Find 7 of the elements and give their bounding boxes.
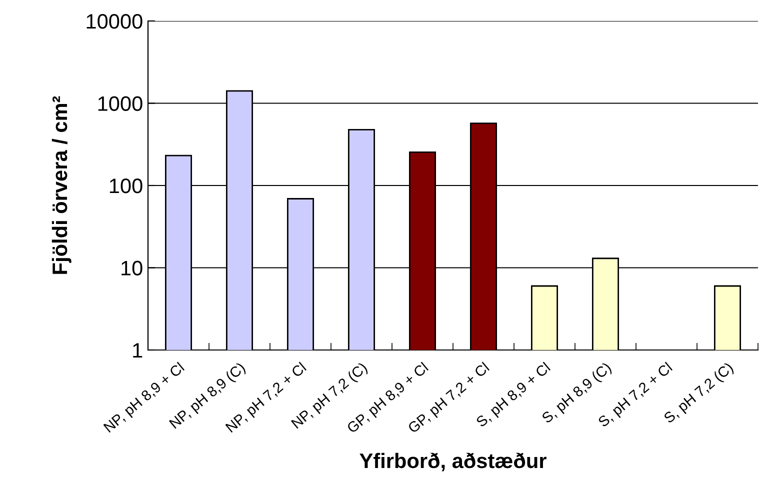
y-tick-label: 10000 <box>86 14 142 29</box>
y-tick-label: 1 <box>133 343 142 358</box>
y-axis-title: Fjöldi örvera / cm² <box>52 96 72 274</box>
y-tick-label: 100 <box>110 178 142 194</box>
y-tick-label: 1000 <box>98 96 142 112</box>
x-axis-title: Yfirborð, aðstæður <box>360 452 546 472</box>
y-tick-label: 10 <box>122 260 142 276</box>
